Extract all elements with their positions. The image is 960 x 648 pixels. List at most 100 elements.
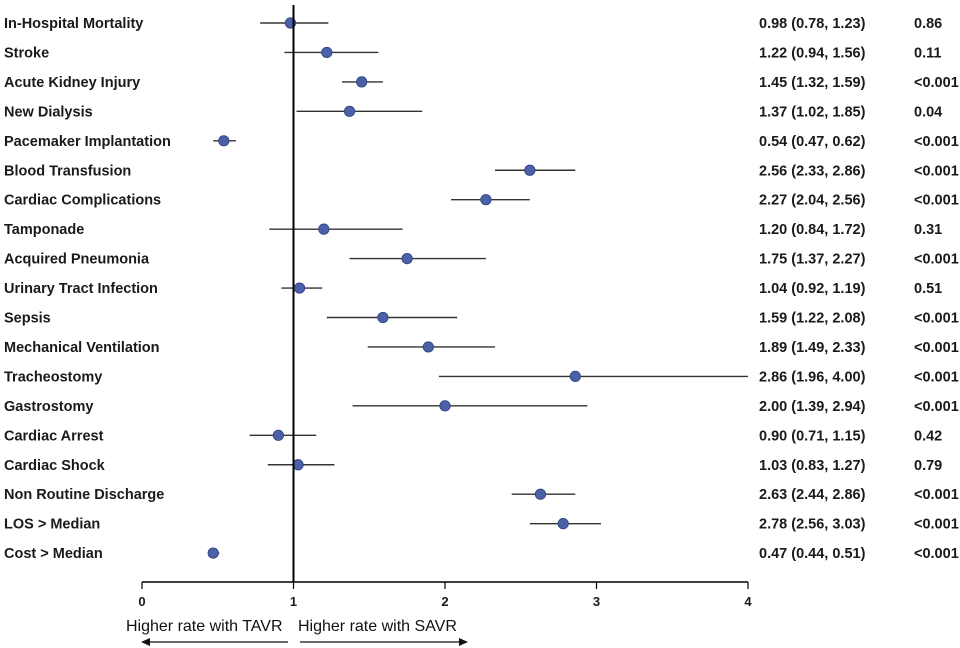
estimate-point	[534, 488, 547, 500]
p-value: <0.001	[914, 163, 959, 179]
p-value: 0.04	[914, 104, 942, 120]
forest-row: Urinary Tract Infection 1.04 (0.92, 1.19)…	[4, 281, 942, 297]
ci-text: 1.45 (1.32, 1.59)	[759, 75, 866, 91]
estimate-point	[293, 282, 306, 294]
estimate-point	[524, 164, 536, 176]
row-label: Tracheostomy	[4, 369, 102, 385]
ci-text: 2.63 (2.44, 2.86)	[759, 487, 866, 503]
forest-row: Acute Kidney Injury 1.45 (1.32, 1.59) <0.0…	[4, 75, 959, 91]
row-label: Tamponade	[4, 222, 84, 238]
estimate-point	[321, 46, 333, 59]
ci-text: 0.47 (0.44, 0.51)	[759, 546, 866, 562]
p-value: <0.001	[914, 546, 959, 562]
forest-row: Sepsis 1.59 (1.22, 2.08) <0.001	[4, 311, 959, 327]
row-label: In-Hospital Mortality	[4, 16, 143, 32]
forest-row: Gastrostomy 2.00 (1.39, 2.94) <0.001	[4, 399, 959, 415]
estimate-point	[480, 194, 492, 206]
x-tick-label: 2	[441, 594, 448, 609]
estimate-point	[439, 400, 451, 412]
p-value: <0.001	[914, 487, 959, 503]
forest-row: Acquired Pneumonia 1.75 (1.37, 2.27) <0.00…	[4, 252, 959, 268]
estimate-point	[218, 135, 230, 147]
forest-row: Stroke 1.22 (0.94, 1.56) 0.11	[4, 45, 941, 61]
estimate-point	[557, 518, 569, 530]
ci-text: 2.00 (1.39, 2.94)	[759, 399, 866, 415]
p-value: 0.79	[914, 458, 942, 474]
row-label: Mechanical Ventilation	[4, 340, 160, 356]
row-label: Non Routine Discharge	[4, 487, 164, 503]
ci-text: 1.22 (0.94, 1.56)	[759, 45, 866, 61]
forest-row: New Dialysis 1.37 (1.02, 1.85) 0.04	[4, 104, 942, 120]
forest-row: Pacemaker Implantation 0.54 (0.47, 0.62) <…	[4, 134, 959, 150]
p-value: <0.001	[914, 252, 959, 268]
p-value: <0.001	[914, 369, 959, 385]
direction-labels: Higher rate with TAVR Higher rate with SA…	[126, 618, 468, 646]
estimate-point	[377, 311, 389, 324]
ci-text: 0.90 (0.71, 1.15)	[759, 428, 866, 444]
estimate-point	[343, 105, 356, 117]
forest-row: Cardiac Complications 2.27 (2.04, 2.56) <0…	[4, 193, 959, 209]
p-value: 0.86	[914, 16, 942, 32]
x-tick-label: 3	[593, 594, 600, 609]
p-value: <0.001	[914, 134, 959, 150]
p-value: 0.51	[914, 281, 942, 297]
estimate-point	[272, 429, 284, 441]
ci-text: 2.27 (2.04, 2.56)	[759, 193, 866, 209]
row-label: Acquired Pneumonia	[4, 252, 150, 268]
x-tick-label: 1	[290, 594, 297, 609]
estimate-point	[401, 253, 413, 265]
p-value: <0.001	[914, 311, 959, 327]
ci-text: 1.04 (0.92, 1.19)	[759, 281, 866, 297]
forest-row: LOS > Median 2.78 (2.56, 3.03) <0.001	[4, 517, 959, 533]
x-tick-label: 4	[744, 594, 752, 609]
p-value: 0.42	[914, 428, 942, 444]
ci-text: 1.89 (1.49, 2.33)	[759, 340, 866, 356]
p-value: <0.001	[914, 340, 959, 356]
p-value: <0.001	[914, 517, 959, 533]
direction-label-left: Higher rate with TAVR	[126, 618, 283, 635]
forest-row: Blood Transfusion 2.56 (2.33, 2.86) <0.001	[4, 163, 959, 179]
row-label: Acute Kidney Injury	[4, 75, 140, 91]
row-label: Cardiac Arrest	[4, 428, 104, 444]
estimate-point	[207, 547, 219, 559]
p-value: 0.11	[914, 45, 941, 61]
p-value: <0.001	[914, 399, 959, 415]
ci-text: 1.59 (1.22, 2.08)	[759, 311, 866, 327]
ci-text: 2.86 (1.96, 4.00)	[759, 369, 866, 385]
ci-text: 1.37 (1.02, 1.85)	[759, 104, 866, 120]
ci-text: 0.98 (0.78, 1.23)	[759, 16, 866, 32]
right-arrow-icon	[459, 638, 468, 646]
row-label: Gastrostomy	[4, 399, 93, 415]
row-label: LOS > Median	[4, 517, 100, 533]
row-label: New Dialysis	[4, 104, 93, 120]
row-label: Cardiac Shock	[4, 458, 106, 474]
direction-label-right: Higher rate with SAVR	[298, 618, 457, 635]
x-axis: 0 1 2 3 4	[138, 5, 752, 609]
estimate-point	[422, 341, 434, 353]
left-arrow-icon	[141, 638, 150, 646]
forest-row: In-Hospital Mortality 0.98 (0.78, 1.23) 0.…	[4, 16, 942, 32]
forest-row: Non Routine Discharge 2.63 (2.44, 2.86) <0…	[4, 487, 959, 503]
row-label: Stroke	[4, 45, 49, 61]
row-label: Blood Transfusion	[4, 163, 131, 179]
row-label: Cardiac Complications	[4, 193, 161, 209]
x-tick-label: 0	[138, 594, 145, 609]
ci-text: 0.54 (0.47, 0.62)	[759, 134, 866, 150]
rows-layer: In-Hospital Mortality 0.98 (0.78, 1.23) 0.…	[4, 16, 959, 562]
forest-row: Cardiac Arrest 0.90 (0.71, 1.15) 0.42	[4, 428, 942, 444]
p-value: <0.001	[914, 193, 959, 209]
estimate-point	[318, 223, 330, 235]
forest-row: Cardiac Shock 1.03 (0.83, 1.27) 0.79	[4, 458, 942, 474]
ci-text: 1.20 (0.84, 1.72)	[759, 222, 866, 238]
row-label: Cost > Median	[4, 546, 103, 562]
ci-text: 2.56 (2.33, 2.86)	[759, 163, 866, 179]
row-label: Pacemaker Implantation	[4, 134, 171, 150]
ci-text: 2.78 (2.56, 3.03)	[759, 517, 866, 533]
row-label: Sepsis	[4, 311, 51, 327]
ci-text: 1.03 (0.83, 1.27)	[759, 458, 866, 474]
forest-row: Tamponade 1.20 (0.84, 1.72) 0.31	[4, 222, 942, 238]
p-value: 0.31	[914, 222, 942, 238]
ci-text: 1.75 (1.37, 2.27)	[759, 252, 866, 268]
forest-row: Cost > Median 0.47 (0.44, 0.51) <0.001	[4, 546, 959, 562]
